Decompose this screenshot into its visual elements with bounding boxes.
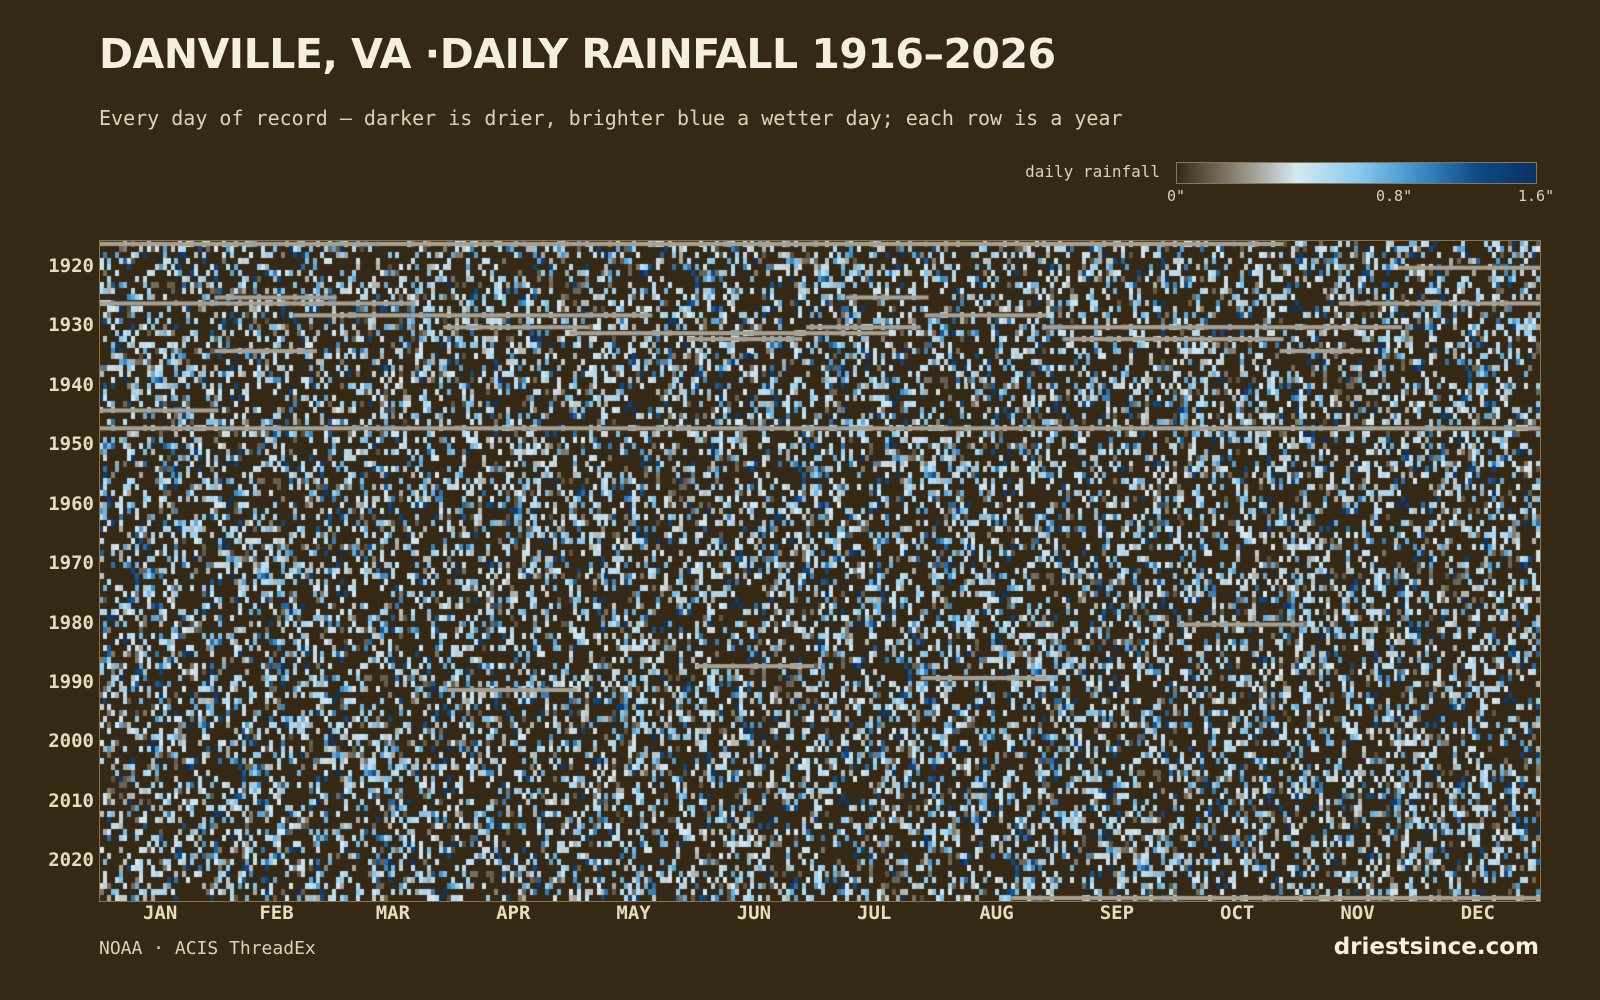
month-tick-label: AUG — [979, 902, 1014, 924]
month-tick-label: JUL — [857, 902, 892, 924]
year-tick-label: 1930 — [48, 314, 94, 337]
year-tick-label: 2010 — [48, 789, 94, 812]
rainfall-heatmap — [99, 240, 1541, 902]
year-tick-label: 1920 — [48, 254, 94, 277]
year-tick-label: 2000 — [48, 730, 94, 753]
month-tick-label: FEB — [259, 902, 294, 924]
chart-subtitle: Every day of record — darker is drier, b… — [99, 106, 1123, 130]
legend-tick-min: 0" — [1167, 187, 1186, 205]
legend-tick-max: 1.6" — [1518, 187, 1555, 205]
month-tick-label: MAY — [616, 902, 651, 924]
legend-label: daily rainfall — [1025, 162, 1160, 181]
data-source: NOAA · ACIS ThreadEx — [99, 938, 316, 959]
month-tick-label: DEC — [1460, 902, 1495, 924]
month-tick-label: APR — [496, 902, 531, 924]
year-tick-label: 1990 — [48, 670, 94, 693]
month-tick-label: MAR — [375, 902, 411, 924]
legend-tick-mid: 0.8" — [1376, 187, 1413, 205]
month-tick-label: SEP — [1099, 902, 1135, 924]
year-tick-label: 2020 — [48, 849, 94, 872]
month-tick-label: NOV — [1340, 902, 1375, 924]
month-tick-label: OCT — [1220, 902, 1255, 924]
year-tick-label: 1980 — [48, 611, 94, 634]
month-tick-label: JAN — [142, 902, 178, 924]
brand-link[interactable]: driestsince.com — [1333, 934, 1539, 960]
year-tick-label: 1960 — [48, 492, 94, 515]
chart-title: DANVILLE, VA ·DAILY RAINFALL 1916–2026 — [99, 30, 1056, 78]
legend-color-bar — [1176, 162, 1537, 184]
year-tick-label: 1940 — [48, 373, 94, 396]
year-tick-label: 1970 — [48, 552, 94, 575]
month-tick-label: JUN — [736, 902, 772, 924]
year-tick-label: 1950 — [48, 433, 94, 456]
